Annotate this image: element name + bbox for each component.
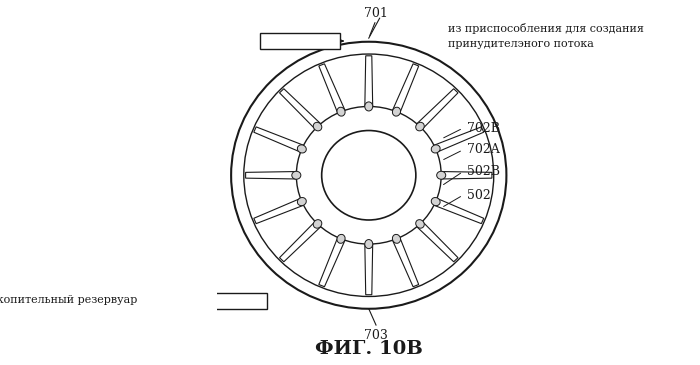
Polygon shape	[365, 56, 373, 131]
Polygon shape	[383, 215, 419, 287]
Polygon shape	[246, 171, 322, 179]
Polygon shape	[279, 204, 339, 262]
Polygon shape	[399, 204, 458, 262]
Text: принудителэного потока: принудителэного потока	[449, 39, 594, 49]
Polygon shape	[254, 127, 327, 162]
Text: 502B: 502B	[467, 165, 500, 178]
Ellipse shape	[298, 145, 307, 153]
Ellipse shape	[292, 171, 301, 179]
Ellipse shape	[416, 122, 424, 131]
Ellipse shape	[393, 234, 400, 243]
Text: 502: 502	[467, 189, 490, 202]
Ellipse shape	[244, 54, 494, 296]
Polygon shape	[399, 89, 458, 146]
Ellipse shape	[431, 197, 440, 205]
Ellipse shape	[314, 122, 322, 131]
Ellipse shape	[393, 107, 400, 116]
Text: 703: 703	[364, 329, 388, 342]
Text: 702B: 702B	[467, 122, 500, 135]
FancyBboxPatch shape	[260, 33, 340, 49]
Ellipse shape	[296, 107, 441, 244]
Polygon shape	[411, 127, 484, 162]
Ellipse shape	[337, 234, 345, 243]
Polygon shape	[411, 189, 484, 224]
Text: 702A: 702A	[467, 143, 499, 156]
Ellipse shape	[298, 197, 307, 205]
Ellipse shape	[365, 102, 372, 111]
Ellipse shape	[337, 107, 345, 116]
Polygon shape	[279, 89, 339, 146]
Polygon shape	[318, 64, 355, 135]
Polygon shape	[365, 220, 373, 295]
Ellipse shape	[322, 131, 416, 220]
Ellipse shape	[231, 42, 506, 309]
Ellipse shape	[431, 145, 440, 153]
Ellipse shape	[437, 171, 446, 179]
FancyBboxPatch shape	[188, 293, 267, 310]
Text: из приспособления для создания: из приспособления для создания	[449, 23, 644, 35]
Text: ФИГ. 10В: ФИГ. 10В	[315, 340, 423, 358]
Ellipse shape	[416, 220, 424, 228]
Polygon shape	[383, 64, 419, 135]
Text: 701: 701	[364, 7, 388, 20]
Polygon shape	[318, 215, 355, 287]
Polygon shape	[416, 171, 492, 179]
Polygon shape	[254, 189, 327, 224]
Ellipse shape	[314, 220, 322, 228]
Ellipse shape	[365, 239, 372, 249]
Text: 702: 702	[357, 169, 381, 182]
Text: в накопительный резервуар: в накопительный резервуар	[0, 295, 137, 305]
